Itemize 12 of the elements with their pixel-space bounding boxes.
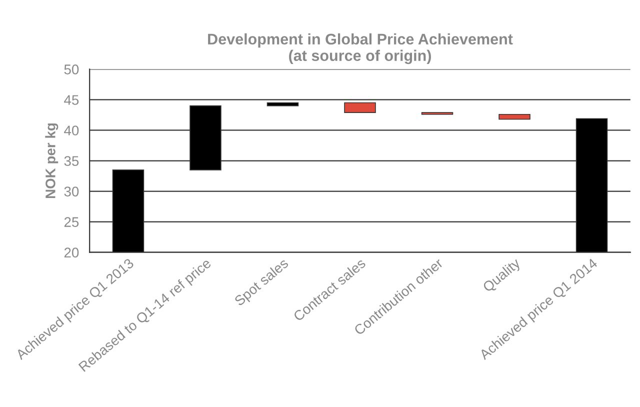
y-tick-label: 50	[64, 64, 79, 74]
y-tick-label: 25	[64, 217, 79, 227]
y-tick-label: 35	[64, 156, 79, 166]
y-tick-label: 20	[64, 248, 79, 258]
bar	[498, 114, 530, 120]
y-tick-label: 30	[64, 186, 79, 196]
chart-title: Development in Global Price Achievement (at source of origin)	[208, 33, 513, 64]
bar	[266, 102, 299, 106]
y-tick-label: 45	[64, 95, 79, 105]
y-tick-label: 40	[64, 126, 79, 136]
bar	[344, 102, 376, 113]
y-axis-title: NOK per kg	[45, 123, 58, 198]
